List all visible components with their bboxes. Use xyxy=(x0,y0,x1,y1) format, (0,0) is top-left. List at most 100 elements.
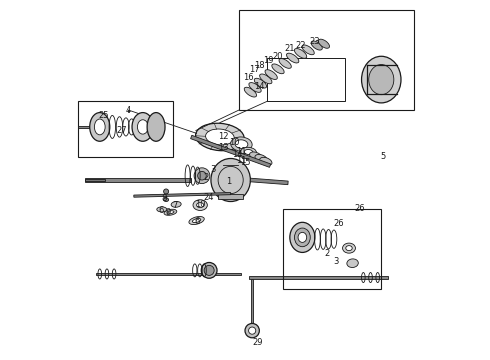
Ellipse shape xyxy=(302,45,314,55)
Ellipse shape xyxy=(164,209,177,215)
Ellipse shape xyxy=(193,200,207,211)
Ellipse shape xyxy=(287,53,299,63)
Text: 27: 27 xyxy=(116,126,126,135)
Text: 10: 10 xyxy=(229,138,240,147)
Ellipse shape xyxy=(167,211,174,214)
Ellipse shape xyxy=(164,198,169,202)
Ellipse shape xyxy=(255,154,268,162)
Ellipse shape xyxy=(294,228,310,247)
Bar xyxy=(78,101,173,157)
Ellipse shape xyxy=(241,147,256,157)
Ellipse shape xyxy=(211,158,250,202)
Text: 13: 13 xyxy=(218,143,229,152)
Ellipse shape xyxy=(196,123,244,151)
Ellipse shape xyxy=(201,262,217,278)
Polygon shape xyxy=(251,279,253,323)
Text: 15: 15 xyxy=(240,158,250,167)
Ellipse shape xyxy=(147,113,165,141)
Ellipse shape xyxy=(189,216,204,225)
Polygon shape xyxy=(250,178,288,185)
Text: 12: 12 xyxy=(218,132,229,141)
Ellipse shape xyxy=(248,327,256,334)
Ellipse shape xyxy=(260,157,272,165)
Text: 6: 6 xyxy=(158,206,163,215)
Ellipse shape xyxy=(95,119,105,135)
Text: 3: 3 xyxy=(334,257,339,266)
Text: 21: 21 xyxy=(285,44,295,53)
Text: 10: 10 xyxy=(195,200,205,209)
Polygon shape xyxy=(248,276,389,279)
Bar xyxy=(283,209,381,289)
Ellipse shape xyxy=(343,243,355,253)
Ellipse shape xyxy=(197,171,206,180)
Text: 23: 23 xyxy=(310,37,320,46)
Ellipse shape xyxy=(272,64,284,74)
Polygon shape xyxy=(85,178,191,182)
Text: 19: 19 xyxy=(263,57,273,66)
Text: 3: 3 xyxy=(210,165,216,174)
Text: 18: 18 xyxy=(254,62,265,71)
Polygon shape xyxy=(134,193,231,197)
Ellipse shape xyxy=(193,219,201,222)
Ellipse shape xyxy=(164,189,169,194)
Ellipse shape xyxy=(194,168,210,184)
Text: 6: 6 xyxy=(194,217,199,226)
Polygon shape xyxy=(191,135,270,167)
Ellipse shape xyxy=(249,82,261,93)
Polygon shape xyxy=(78,126,95,128)
Ellipse shape xyxy=(244,87,257,97)
Ellipse shape xyxy=(368,64,394,95)
Ellipse shape xyxy=(171,202,181,207)
Text: 26: 26 xyxy=(354,204,365,213)
Ellipse shape xyxy=(279,59,292,68)
Ellipse shape xyxy=(245,149,253,154)
Ellipse shape xyxy=(249,152,262,160)
Ellipse shape xyxy=(157,207,167,212)
Ellipse shape xyxy=(204,265,214,275)
Text: 4: 4 xyxy=(126,105,131,114)
Text: 5: 5 xyxy=(380,152,386,161)
Polygon shape xyxy=(85,179,105,181)
Ellipse shape xyxy=(347,259,358,267)
Ellipse shape xyxy=(294,49,307,58)
Ellipse shape xyxy=(346,246,352,251)
Text: 14: 14 xyxy=(233,150,243,159)
Bar xyxy=(267,58,345,101)
Text: 8: 8 xyxy=(162,194,167,203)
Text: 24: 24 xyxy=(204,193,215,202)
Ellipse shape xyxy=(265,70,277,80)
Polygon shape xyxy=(218,194,243,199)
Ellipse shape xyxy=(254,78,267,88)
Text: 25: 25 xyxy=(98,111,109,120)
Ellipse shape xyxy=(362,56,401,103)
Text: 1: 1 xyxy=(226,177,231,186)
Text: 14: 14 xyxy=(254,82,265,91)
Ellipse shape xyxy=(90,113,110,141)
Text: 11: 11 xyxy=(236,156,246,165)
Ellipse shape xyxy=(231,137,252,151)
Text: 20: 20 xyxy=(272,53,283,62)
Text: 9: 9 xyxy=(165,208,171,217)
Ellipse shape xyxy=(290,222,315,252)
Text: 7: 7 xyxy=(172,201,178,210)
Text: 16: 16 xyxy=(243,73,254,82)
Text: 29: 29 xyxy=(252,338,263,347)
Ellipse shape xyxy=(235,140,248,148)
Ellipse shape xyxy=(196,203,204,208)
Ellipse shape xyxy=(206,129,234,145)
Text: 17: 17 xyxy=(248,65,259,74)
Text: 22: 22 xyxy=(295,41,306,50)
Text: 11: 11 xyxy=(236,147,246,156)
Polygon shape xyxy=(96,273,242,275)
Text: 2: 2 xyxy=(325,249,330,258)
Ellipse shape xyxy=(298,232,307,242)
Ellipse shape xyxy=(132,113,153,141)
Ellipse shape xyxy=(245,323,259,338)
Ellipse shape xyxy=(260,74,272,84)
Text: 2: 2 xyxy=(203,173,208,182)
Text: 26: 26 xyxy=(333,219,343,228)
Ellipse shape xyxy=(318,39,329,48)
Ellipse shape xyxy=(137,120,148,134)
Bar xyxy=(239,10,414,110)
Ellipse shape xyxy=(311,41,322,50)
